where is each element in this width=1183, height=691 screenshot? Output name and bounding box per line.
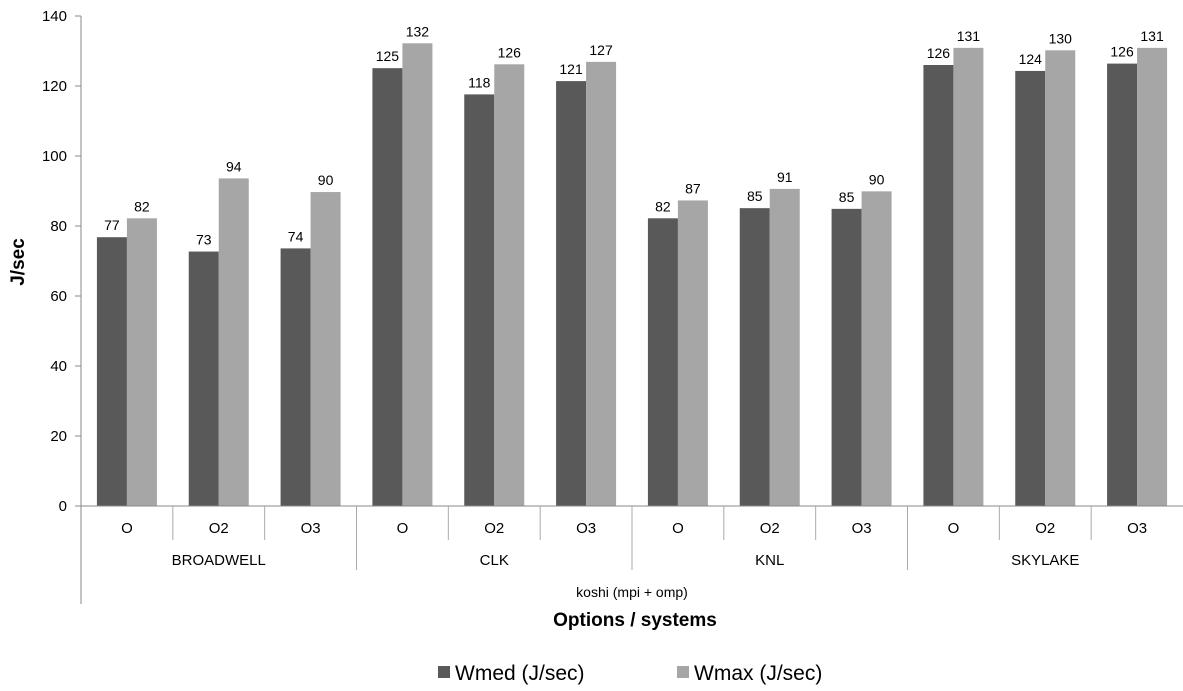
data-label: 94 xyxy=(226,158,242,174)
bars xyxy=(96,43,1168,507)
legend-label: Wmed (J/sec) xyxy=(455,662,585,685)
data-label: 126 xyxy=(1110,44,1134,60)
data-label: 87 xyxy=(685,180,701,196)
y-tick-label: 120 xyxy=(42,78,67,95)
x-axis: O O2 O3 BROADWELL O O2 O3 CLK O O2 O3 KNL O O2 O3 SKYLA… xyxy=(80,505,1183,604)
y-tick-label: 140 xyxy=(42,8,67,25)
x-category-label: O3 xyxy=(301,520,321,537)
data-label: 85 xyxy=(747,188,763,204)
x-category-label: O2 xyxy=(760,520,780,537)
data-label: 91 xyxy=(777,169,793,185)
bar-wmed xyxy=(96,237,127,506)
x-group-label: KNL xyxy=(755,552,784,569)
bar-wmax xyxy=(1045,50,1076,507)
bar-wmed xyxy=(739,208,770,506)
data-label: 127 xyxy=(589,42,613,58)
data-label: 130 xyxy=(1049,30,1073,46)
x-category-label: O3 xyxy=(1127,520,1147,537)
data-label: 131 xyxy=(1140,28,1164,44)
data-label: 74 xyxy=(288,228,304,244)
data-label: 126 xyxy=(927,45,951,61)
data-label: 118 xyxy=(468,74,491,90)
data-label: 77 xyxy=(104,217,120,233)
legend: Wmed (J/sec) Wmax (J/sec) xyxy=(438,662,822,685)
y-tick-label: 100 xyxy=(42,148,67,165)
bar-wmax xyxy=(769,188,800,506)
x-category-label: O xyxy=(121,520,133,537)
bar-wmax xyxy=(494,64,525,507)
data-label: 90 xyxy=(318,172,334,188)
bar-wmax xyxy=(861,191,892,506)
bar-wmed xyxy=(188,251,219,506)
x-category-label: O xyxy=(948,520,960,537)
legend-swatch xyxy=(677,666,689,678)
legend-swatch xyxy=(438,666,450,678)
bar-wmed xyxy=(280,248,311,506)
bar-wmed xyxy=(1107,63,1138,506)
data-label: 124 xyxy=(1019,51,1043,67)
bar-wmed xyxy=(464,94,495,507)
bar-wmed xyxy=(923,65,954,506)
data-label: 85 xyxy=(839,189,855,205)
y-tick-label: 40 xyxy=(50,358,67,375)
bar-wmax xyxy=(402,43,433,507)
data-label: 132 xyxy=(406,23,430,39)
super-group-label: koshi (mpi + omp) xyxy=(576,584,688,600)
bar-wmax xyxy=(310,192,341,507)
data-label: 90 xyxy=(869,171,885,187)
bar-wmax xyxy=(218,178,249,506)
data-label: 126 xyxy=(498,44,522,60)
y-axis: 0 20 40 60 80 100 120 140 xyxy=(42,8,82,515)
bar-wmax xyxy=(677,200,708,506)
legend-label: Wmax (J/sec) xyxy=(694,662,822,685)
bar-wmed xyxy=(372,68,403,507)
data-labels: 77 82 73 94 74 90 125 132 118 126 121 127 82 87 85 91 85… xyxy=(104,23,1164,247)
bar-wmed xyxy=(831,208,862,506)
x-group-label: CLK xyxy=(480,552,509,569)
x-axis-title: Options / systems xyxy=(553,610,717,631)
y-tick-label: 60 xyxy=(50,288,67,305)
data-label: 131 xyxy=(957,28,981,44)
bar-wmax xyxy=(126,218,157,507)
bar-wmed xyxy=(647,218,678,507)
x-category-label: O3 xyxy=(576,520,596,537)
x-category-label: O2 xyxy=(209,520,229,537)
x-category-label: O xyxy=(672,520,684,537)
x-category-label: O2 xyxy=(1035,520,1055,537)
x-category-label: O2 xyxy=(484,520,504,537)
bar-wmed xyxy=(1015,70,1046,506)
x-category-label: O3 xyxy=(852,520,872,537)
data-label: 73 xyxy=(196,232,212,248)
x-group-label: SKYLAKE xyxy=(1011,552,1079,569)
bar-wmed xyxy=(556,81,587,506)
bar-wmax xyxy=(953,47,984,506)
bar-wmax xyxy=(1137,47,1168,506)
bar-wmax xyxy=(586,61,617,506)
data-label: 125 xyxy=(376,48,400,64)
y-axis-title: J/sec xyxy=(8,238,29,286)
x-category-label: O xyxy=(397,520,409,537)
data-label: 121 xyxy=(559,61,583,77)
data-label: 82 xyxy=(134,198,150,214)
y-tick-label: 80 xyxy=(50,218,67,235)
y-tick-label: 0 xyxy=(59,498,67,515)
x-group-label: BROADWELL xyxy=(172,552,266,569)
y-tick-label: 20 xyxy=(50,428,67,445)
data-label: 82 xyxy=(655,198,671,214)
